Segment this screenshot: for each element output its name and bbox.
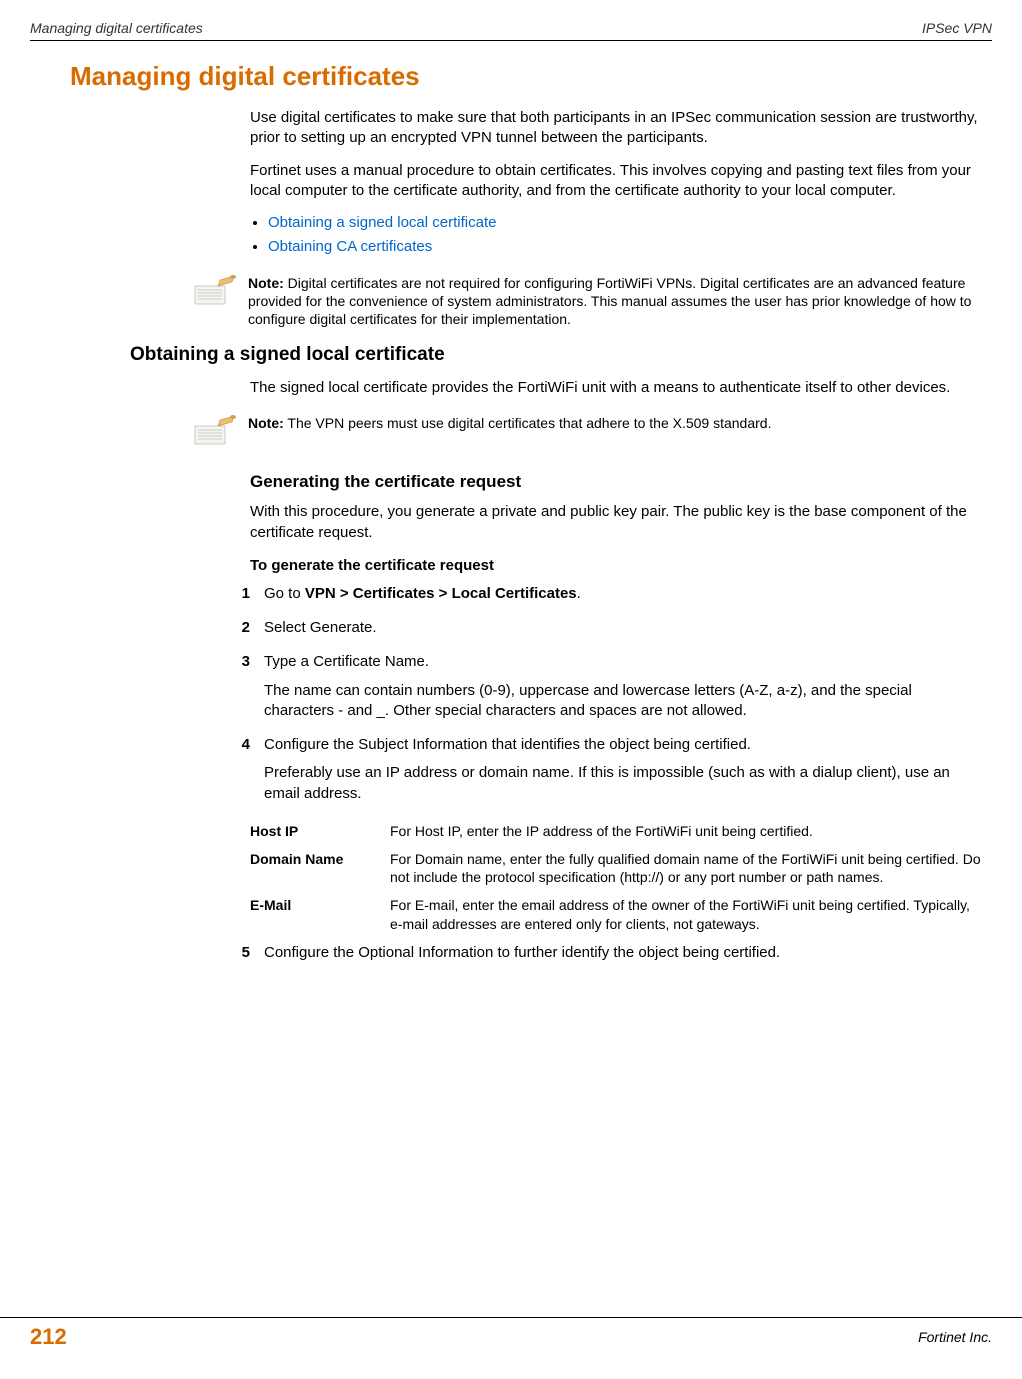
def-desc: For Host IP, enter the IP address of the… bbox=[390, 822, 982, 840]
def-row-domain: Domain Name For Domain name, enter the f… bbox=[250, 850, 982, 886]
page-footer: 212 Fortinet Inc. bbox=[0, 1317, 1022, 1360]
note-block-2: Note: The VPN peers must use digital cer… bbox=[190, 414, 982, 454]
header-left: Managing digital certificates bbox=[30, 20, 203, 36]
procedure-title: To generate the certificate request bbox=[250, 557, 992, 574]
note-text-1: Note: Digital certificates are not requi… bbox=[248, 274, 982, 329]
subsub-body: With this procedure, you generate a priv… bbox=[250, 502, 982, 543]
subsubsection-title: Generating the certificate request bbox=[250, 472, 992, 492]
note-text-2: Note: The VPN peers must use digital cer… bbox=[248, 414, 982, 432]
subsection-body: The signed local certificate provides th… bbox=[250, 378, 982, 398]
def-row-hostip: Host IP For Host IP, enter the IP addres… bbox=[250, 822, 982, 840]
step-5: 5 Configure the Optional Information to … bbox=[220, 943, 982, 971]
note-block-1: Note: Digital certificates are not requi… bbox=[190, 274, 982, 329]
subsub-text: With this procedure, you generate a priv… bbox=[250, 502, 982, 543]
note-label-1: Note: bbox=[248, 275, 284, 291]
page-container: Managing digital certificates IPSec VPN … bbox=[0, 0, 1022, 1360]
def-term: E-Mail bbox=[250, 896, 390, 932]
step-2: 2 Select Generate. bbox=[220, 618, 982, 646]
page-header: Managing digital certificates IPSec VPN bbox=[30, 20, 992, 41]
bullet-link-1[interactable]: Obtaining a signed local certificate bbox=[268, 213, 982, 233]
note-icon bbox=[190, 414, 240, 454]
step-number: 5 bbox=[220, 943, 264, 971]
subsection-text: The signed local certificate provides th… bbox=[250, 378, 982, 398]
note-label-2: Note: bbox=[248, 415, 284, 431]
page-number: 212 bbox=[30, 1324, 67, 1350]
step-content: Type a Certificate Name. The name can co… bbox=[264, 652, 982, 729]
footer-company: Fortinet Inc. bbox=[918, 1329, 992, 1345]
bullet-link-2[interactable]: Obtaining CA certificates bbox=[268, 237, 982, 257]
intro-paragraph-2: Fortinet uses a manual procedure to obta… bbox=[250, 161, 982, 202]
header-right: IPSec VPN bbox=[922, 20, 992, 36]
note-icon bbox=[190, 274, 240, 314]
step-1: 1 Go to VPN > Certificates > Local Certi… bbox=[220, 584, 982, 612]
step-4: 4 Configure the Subject Information that… bbox=[220, 735, 982, 812]
step-number: 4 bbox=[220, 735, 264, 812]
def-desc: For Domain name, enter the fully qualifi… bbox=[390, 850, 982, 886]
intro-paragraph-1: Use digital certificates to make sure th… bbox=[250, 108, 982, 149]
step-content: Configure the Subject Information that i… bbox=[264, 735, 982, 812]
def-desc: For E-mail, enter the email address of t… bbox=[390, 896, 982, 932]
subsection-title: Obtaining a signed local certificate bbox=[130, 344, 992, 366]
step-content: Select Generate. bbox=[264, 618, 982, 646]
step-number: 3 bbox=[220, 652, 264, 729]
intro-bullet-list: Obtaining a signed local certificate Obt… bbox=[250, 213, 982, 258]
section-intro: Use digital certificates to make sure th… bbox=[250, 108, 982, 258]
section-title: Managing digital certificates bbox=[70, 61, 992, 92]
definition-table: Host IP For Host IP, enter the IP addres… bbox=[250, 822, 982, 933]
step-3: 3 Type a Certificate Name. The name can … bbox=[220, 652, 982, 729]
def-term: Host IP bbox=[250, 822, 390, 840]
def-row-email: E-Mail For E-mail, enter the email addre… bbox=[250, 896, 982, 932]
step-number: 1 bbox=[220, 584, 264, 612]
def-term: Domain Name bbox=[250, 850, 390, 886]
step-content: Go to VPN > Certificates > Local Certifi… bbox=[264, 584, 982, 612]
step-number: 2 bbox=[220, 618, 264, 646]
step-content: Configure the Optional Information to fu… bbox=[264, 943, 982, 971]
